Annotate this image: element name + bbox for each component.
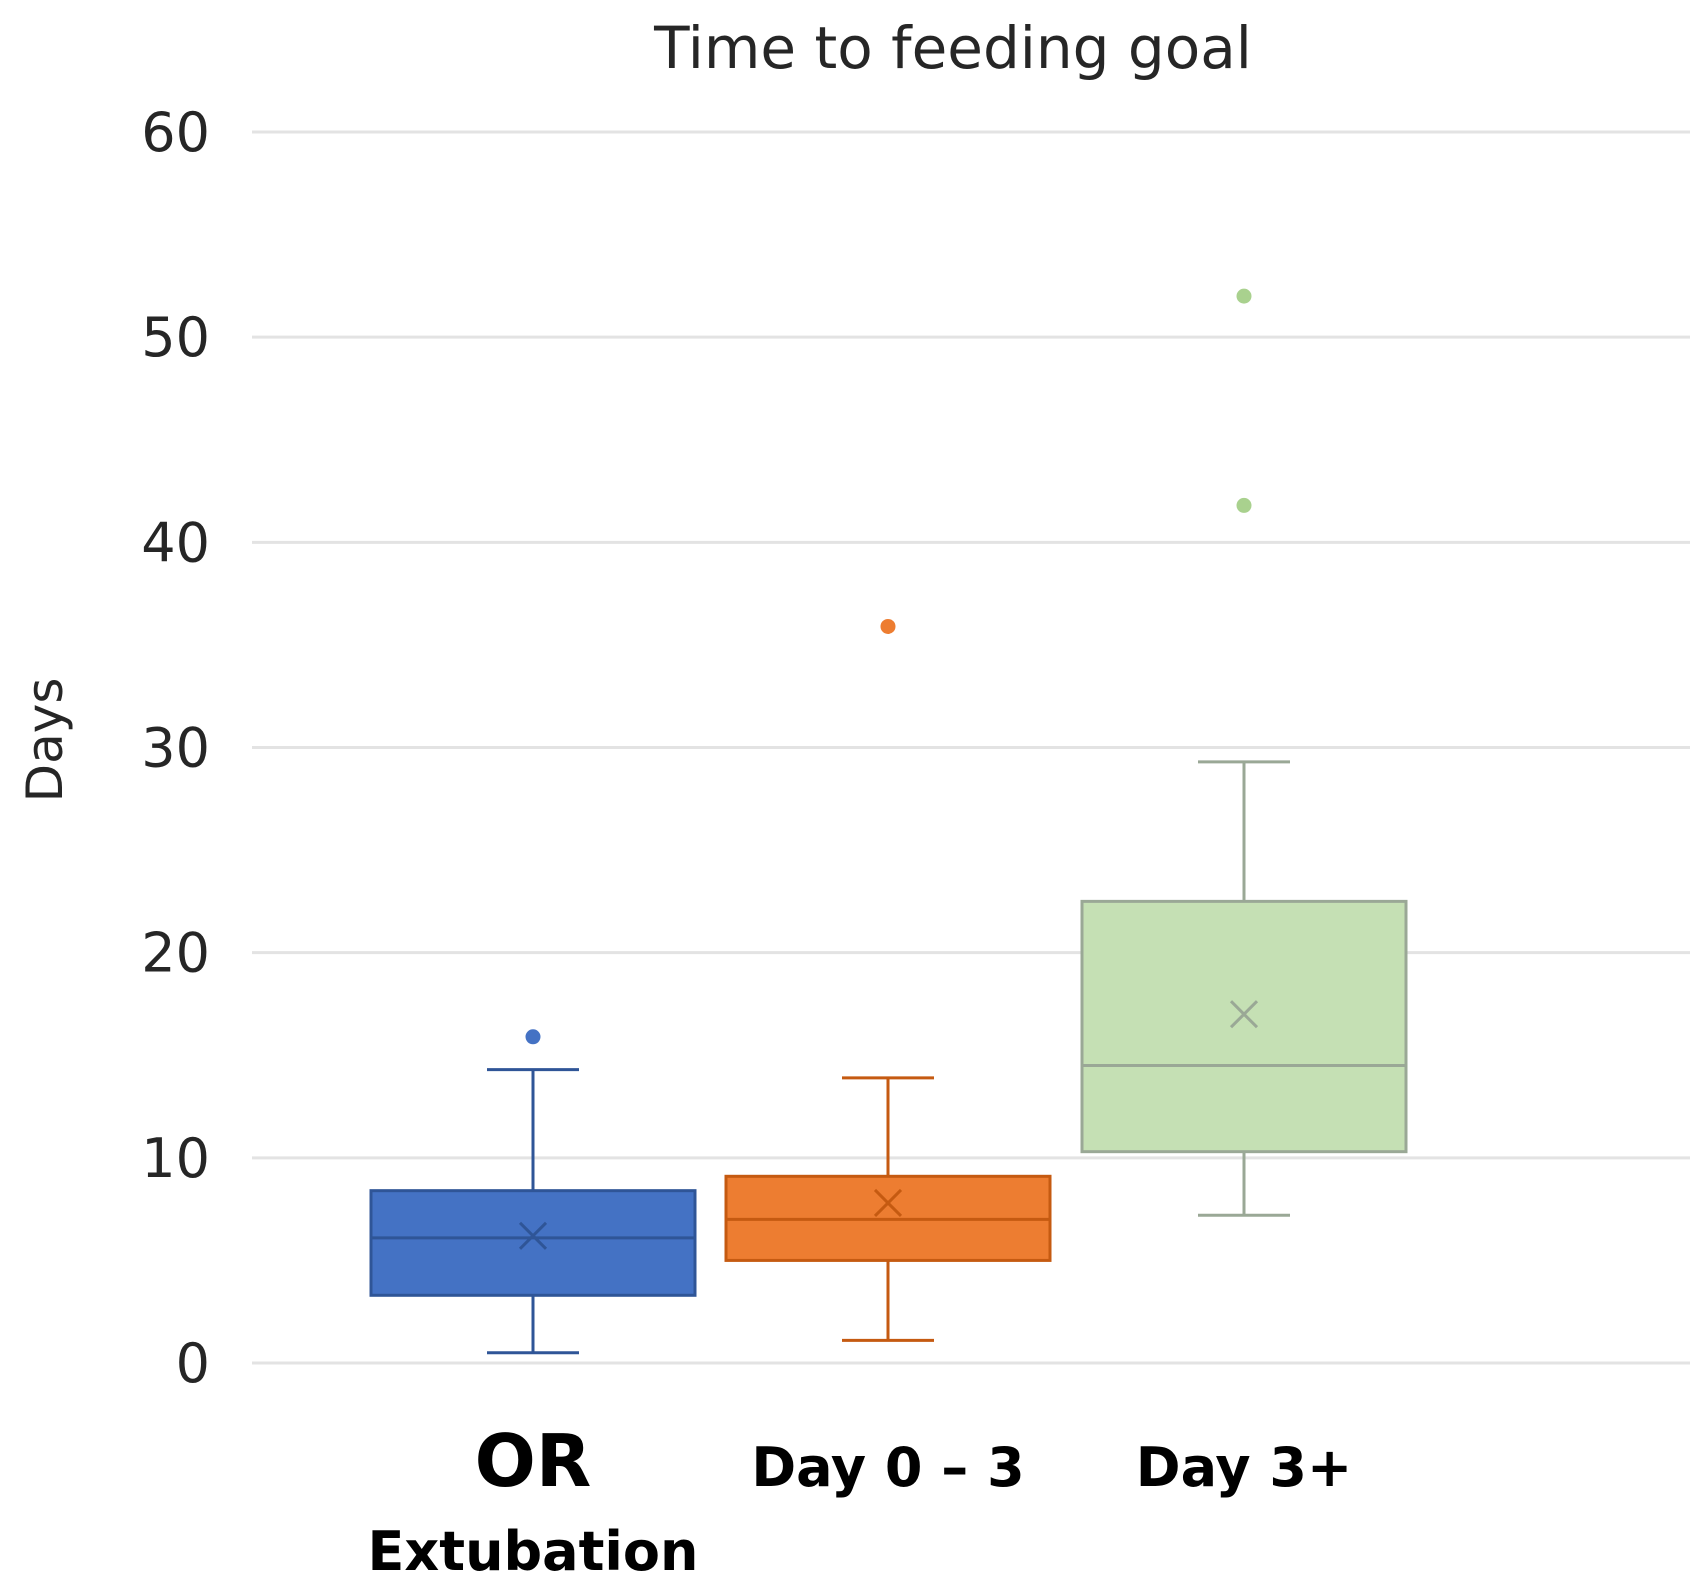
x-category-labels: OR Extubation Day 0 – 3 Day 3+ — [368, 1419, 1353, 1583]
y-axis-label: Days — [16, 678, 74, 803]
outlier-point-1 — [880, 618, 896, 634]
y-tick-50: 50 — [141, 306, 210, 369]
x-category-label-3-1: Day 3+ — [1136, 1436, 1352, 1499]
y-tick-10: 10 — [141, 1127, 210, 1190]
mean-marker-b — [1229, 1000, 1259, 1029]
y-tick-60: 60 — [141, 101, 210, 164]
y-tick-40: 40 — [141, 511, 210, 574]
box-iqr — [1080, 899, 1408, 1154]
grid-lines — [252, 130, 1690, 1365]
chart-title: Time to feeding goal — [653, 14, 1252, 82]
box-group-2 — [724, 618, 1052, 1342]
y-tick-30: 30 — [141, 717, 210, 780]
x-category-label-2-1: Day 0 – 3 — [751, 1436, 1024, 1499]
outlier-point-2 — [1236, 288, 1252, 304]
outlier-point-1 — [1236, 497, 1252, 513]
y-tick-20: 20 — [141, 922, 210, 985]
mean-marker-b — [873, 1188, 903, 1218]
boxes — [369, 288, 1408, 1355]
box-group-1 — [369, 1029, 697, 1355]
x-category-label-1-2: Extubation — [368, 1520, 699, 1583]
x-category-label-1-1: OR — [475, 1419, 592, 1503]
mean-marker-b — [518, 1221, 548, 1250]
outlier-point-1 — [525, 1029, 541, 1045]
box-group-3 — [1080, 288, 1408, 1217]
y-tick-labels: 0 10 20 30 40 50 60 — [141, 101, 210, 1395]
box-iqr — [369, 1189, 697, 1297]
y-tick-0: 0 — [176, 1332, 210, 1395]
